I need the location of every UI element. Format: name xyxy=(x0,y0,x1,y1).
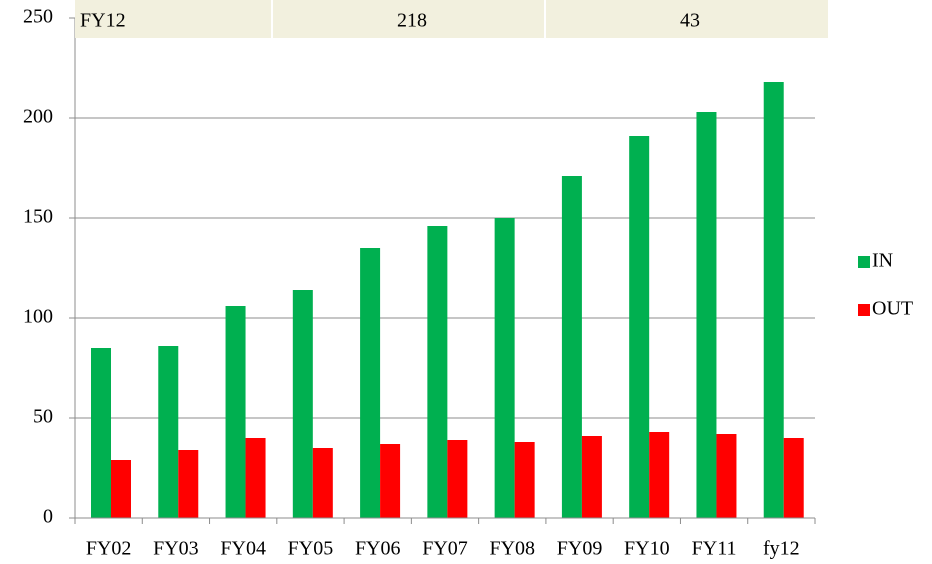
x-tick-label: FY02 xyxy=(86,538,132,560)
bar xyxy=(629,136,650,518)
bar xyxy=(225,306,246,518)
bar xyxy=(783,438,804,518)
legend-label: IN xyxy=(872,250,893,272)
y-tick-label: 200 xyxy=(23,106,53,128)
bar xyxy=(245,438,266,518)
x-tick-label: FY08 xyxy=(489,538,535,560)
bar xyxy=(158,346,179,518)
x-tick-label: fy12 xyxy=(763,538,800,560)
x-tick-label: FY05 xyxy=(288,538,334,560)
y-tick-label: 250 xyxy=(23,6,53,28)
x-tick-label: FY11 xyxy=(692,538,737,560)
y-tick-label: 150 xyxy=(23,206,53,228)
bar xyxy=(360,248,381,518)
x-tick-label: FY10 xyxy=(624,538,670,560)
bar xyxy=(312,448,333,518)
y-tick-label: 50 xyxy=(33,406,53,428)
bar xyxy=(514,442,535,518)
bar xyxy=(447,440,468,518)
bar xyxy=(292,290,313,518)
bar xyxy=(581,436,602,518)
bar xyxy=(561,176,582,518)
overlay-cell: FY12 xyxy=(80,10,126,32)
bar xyxy=(427,226,448,518)
x-tick-label: FY04 xyxy=(220,538,266,560)
bar xyxy=(91,348,111,518)
bar xyxy=(716,434,737,518)
bar xyxy=(111,460,131,518)
y-tick-label: 100 xyxy=(23,306,53,328)
bar xyxy=(696,112,717,518)
bar xyxy=(649,432,670,518)
x-tick-label: FY07 xyxy=(422,538,468,560)
bar xyxy=(763,82,784,518)
overlay-cell: 43 xyxy=(680,10,700,32)
overlay-row xyxy=(75,0,828,38)
x-tick-label: FY06 xyxy=(355,538,401,560)
bar xyxy=(178,450,199,518)
bar xyxy=(494,218,515,518)
bar xyxy=(380,444,401,518)
overlay-cell: 218 xyxy=(397,10,427,32)
x-tick-label: FY03 xyxy=(153,538,199,560)
x-tick-label: FY09 xyxy=(557,538,603,560)
legend-swatch xyxy=(858,304,870,316)
y-tick-label: 0 xyxy=(43,506,53,528)
legend-label: OUT xyxy=(872,298,913,320)
legend-swatch xyxy=(858,256,870,268)
